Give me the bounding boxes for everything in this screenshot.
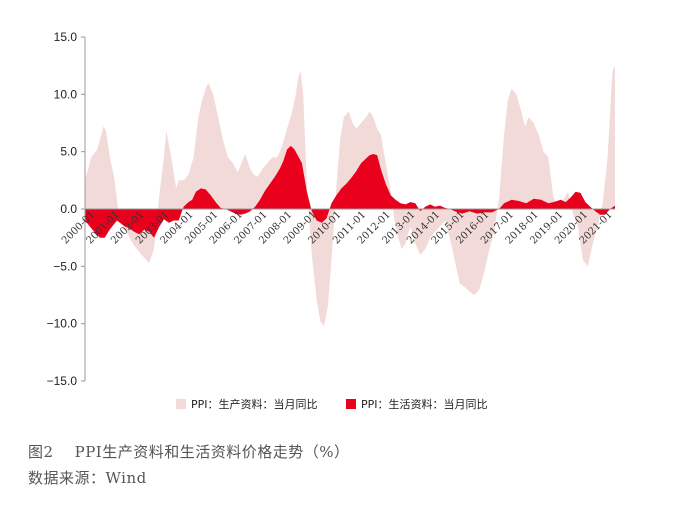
y-tick-label: 0.0 bbox=[60, 202, 77, 216]
legend-label-consumer: PPI：生活资料：当月同比 bbox=[361, 397, 488, 411]
y-tick-label: −10.0 bbox=[47, 317, 78, 331]
y-tick-label: 5.0 bbox=[60, 145, 77, 159]
axes bbox=[84, 37, 615, 381]
y-tick-label: −15.0 bbox=[47, 374, 78, 388]
legend-label-producer: PPI：生产资料：当月同比 bbox=[191, 397, 318, 411]
y-tick-label: 15.0 bbox=[54, 30, 78, 44]
figure-source: 数据来源：Wind bbox=[28, 469, 147, 487]
legend: PPI：生产资料：当月同比 PPI：生活资料：当月同比 bbox=[176, 397, 488, 411]
y-tick-labels: 15.0 10.0 5.0 0.0 −5.0 −10.0 −15.0 bbox=[47, 30, 85, 388]
ppi-chart: 15.010.05.00.0−5.0−10.0−15.0 2000-012001… bbox=[47, 30, 615, 411]
area-consumer-goods bbox=[85, 145, 615, 238]
plot-area bbox=[85, 65, 615, 326]
y-tick-label: −5.0 bbox=[53, 259, 77, 273]
figure-caption: 图2 PPI生产资料和生活资料价格走势（%） bbox=[28, 443, 350, 461]
legend-swatch-consumer bbox=[346, 399, 356, 409]
legend-swatch-producer bbox=[176, 399, 186, 409]
y-tick-label: 10.0 bbox=[54, 87, 78, 101]
